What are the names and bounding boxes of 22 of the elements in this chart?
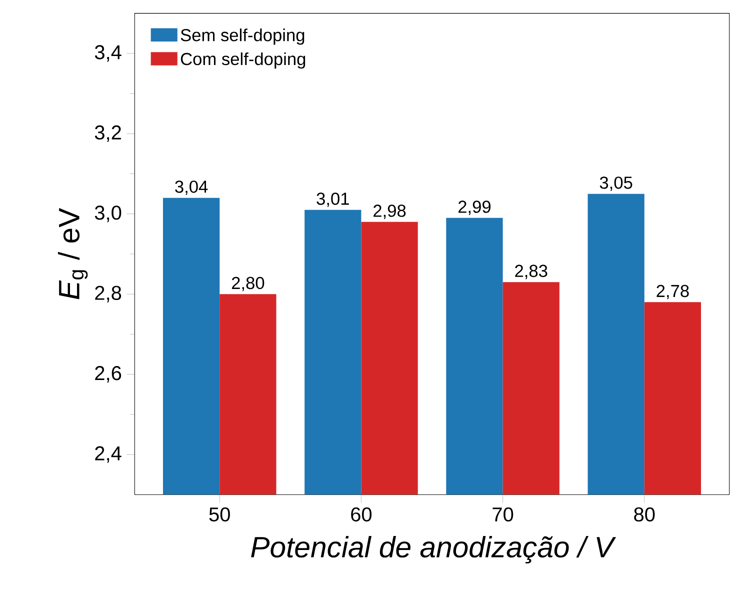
- y-axis-title: E$_{g}$ / eV: [58, 208, 88, 300]
- data-label: 2,83: [515, 264, 548, 280]
- y-tick-label: 2,4: [95, 446, 122, 463]
- data-label: 2,80: [232, 276, 264, 292]
- x-tick-label: 70: [492, 507, 514, 522]
- x-tick-label: 80: [634, 507, 655, 522]
- y-tick-label: 2,8: [95, 286, 122, 302]
- y-tick-label: 3,4: [94, 45, 122, 62]
- y-tick-label: 3,2: [94, 125, 121, 142]
- x-tick-label: 60: [351, 507, 372, 522]
- data-label: 3,05: [600, 176, 632, 191]
- legend-label: Sem self-doping: [180, 28, 304, 45]
- x-tick-label: 50: [209, 507, 230, 522]
- data-label: 2,98: [374, 204, 406, 219]
- data-label: 2,78: [656, 284, 689, 300]
- x-axis-title: Potencial de anodização / V: [251, 536, 616, 564]
- legend-label: Com self-doping: [180, 52, 306, 69]
- y-tick-label: 2,6: [95, 366, 122, 383]
- y-tick-label: 3,0: [94, 206, 122, 222]
- data-label: 2,99: [458, 200, 491, 215]
- data-label: 3,04: [175, 180, 208, 195]
- data-label: 3,01: [316, 192, 349, 207]
